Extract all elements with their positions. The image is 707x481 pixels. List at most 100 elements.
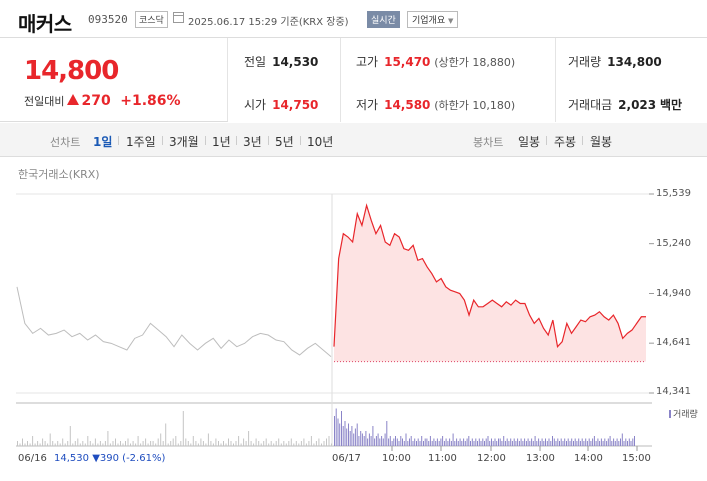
- volume-bar: [233, 443, 234, 446]
- volume-bar: [135, 443, 137, 446]
- volume-bar: [480, 441, 482, 446]
- period-1d[interactable]: 1일: [93, 135, 113, 149]
- volume-bar: [349, 431, 351, 446]
- volume-bar: [195, 441, 197, 446]
- period-5y[interactable]: 5년: [275, 135, 294, 149]
- volume-bar: [27, 441, 28, 446]
- x-tick: 06/16: [18, 453, 47, 464]
- price-change: 전일대비 270 +1.86%: [24, 93, 181, 109]
- volume-bar: [182, 411, 184, 446]
- volume-bar: [67, 441, 69, 446]
- volume-bar: [243, 438, 245, 446]
- period-3m[interactable]: 3개월: [169, 135, 199, 149]
- volume-bar: [560, 438, 562, 446]
- volume-bar: [503, 436, 505, 446]
- volume-bar: [79, 443, 81, 446]
- volume-bar: [492, 441, 494, 446]
- volume-bar: [552, 436, 553, 446]
- volume-bar: [515, 441, 517, 446]
- volume-bar: [167, 443, 169, 446]
- volume-bar: [300, 441, 302, 446]
- volume-bar: [377, 433, 379, 446]
- volume-bar: [407, 441, 409, 446]
- divider: [162, 136, 163, 145]
- volume-bar: [37, 441, 39, 446]
- volume-bar: [298, 443, 300, 446]
- volume-bar: [470, 441, 471, 446]
- volume-bar: [396, 438, 398, 446]
- volume-bar: [177, 443, 179, 446]
- volume-bar: [510, 438, 512, 446]
- period-10y[interactable]: 10년: [307, 135, 334, 149]
- upper-limit: (상한가 18,880): [434, 56, 516, 69]
- volume-bar: [520, 438, 522, 446]
- realtime-button[interactable]: 실시간: [367, 11, 400, 28]
- volume-bar: [557, 438, 559, 446]
- period-1w[interactable]: 1주일: [126, 135, 156, 149]
- volume-bar: [220, 443, 222, 446]
- volume-bar: [207, 433, 209, 446]
- volume-bar: [42, 438, 44, 446]
- volume-bar: [436, 438, 438, 446]
- volume-bar: [614, 441, 616, 446]
- volume-bar: [253, 443, 255, 446]
- candle-daily[interactable]: 일봉: [518, 135, 541, 149]
- volume-bar: [235, 441, 237, 446]
- volume-bar: [200, 438, 202, 446]
- volume-bar: [573, 441, 574, 446]
- volume-bar: [29, 443, 31, 446]
- volume-bar: [569, 441, 571, 446]
- volume-bar: [342, 426, 344, 446]
- calendar-icon: [173, 12, 184, 23]
- volume-bar: [581, 438, 583, 446]
- volume-bar: [498, 438, 499, 446]
- volume-bar: [586, 441, 588, 446]
- volume-bar: [218, 441, 219, 446]
- volume-bar: [485, 438, 487, 446]
- company-info-dropdown[interactable]: 기업개요 ▼: [407, 11, 459, 28]
- divider: [300, 136, 301, 145]
- volume-bar: [539, 441, 541, 446]
- volume-bar: [368, 433, 370, 446]
- volume-bar: [87, 436, 89, 446]
- volume-bar: [496, 441, 498, 446]
- x-tick: 12:00: [477, 453, 506, 464]
- volume-bar: [323, 441, 325, 446]
- volume-bar: [431, 441, 433, 446]
- volume-bar: [372, 426, 374, 446]
- divider: [340, 38, 341, 122]
- volume-bar: [613, 438, 615, 446]
- candle-weekly[interactable]: 주봉: [554, 135, 577, 149]
- volume-bar: [280, 443, 282, 446]
- volume-bar: [527, 438, 529, 446]
- volume-bar: [104, 441, 106, 446]
- stat-label: 저가: [356, 98, 379, 112]
- volume-bar: [475, 438, 477, 446]
- stat-value: 14,750: [272, 98, 319, 112]
- volume-bar: [248, 431, 250, 446]
- volume-bar: [185, 438, 187, 446]
- price-chart[interactable]: [0, 180, 707, 470]
- y-tick: 14,641: [656, 337, 691, 348]
- volume-bar: [538, 438, 540, 446]
- period-3y[interactable]: 3년: [243, 135, 262, 149]
- volume-bar: [356, 423, 358, 446]
- volume-bar: [473, 441, 475, 446]
- volume-bar: [461, 441, 463, 446]
- volume-bar: [611, 441, 613, 446]
- volume-bar: [487, 436, 489, 446]
- volume-bar: [84, 443, 86, 446]
- volume-bar: [597, 438, 599, 446]
- volume-bar: [360, 431, 362, 446]
- volume-bar: [571, 438, 573, 446]
- volume-bar: [212, 443, 214, 446]
- volume-bar: [433, 438, 435, 446]
- volume-bar: [416, 441, 417, 446]
- period-1y[interactable]: 1년: [212, 135, 231, 149]
- volume-bar: [305, 443, 307, 446]
- volume-bar: [628, 438, 630, 446]
- stat-label: 거래대금: [568, 98, 613, 112]
- up-triangle-icon: [67, 94, 80, 105]
- candle-monthly[interactable]: 월봉: [590, 135, 613, 149]
- volume-bar: [290, 438, 292, 446]
